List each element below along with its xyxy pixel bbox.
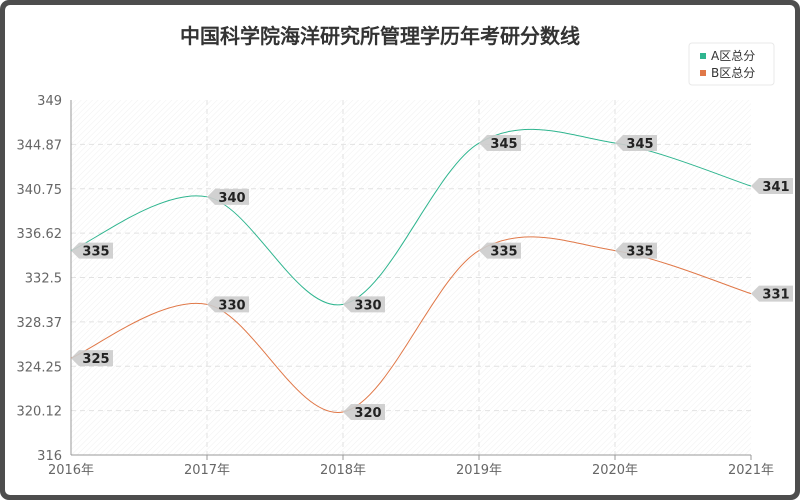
legend-label: A区总分 <box>711 49 755 63</box>
data-label-bg <box>751 178 793 195</box>
data-label-text: 340 <box>218 191 245 206</box>
data-label: 345 <box>479 135 521 152</box>
data-label: 345 <box>615 135 657 152</box>
data-label-bg <box>615 135 657 152</box>
x-tick-label: 2017年 <box>184 463 230 478</box>
data-label-text: 335 <box>82 245 109 260</box>
data-label: 341 <box>751 178 793 195</box>
x-tick-label: 2019年 <box>456 463 502 478</box>
data-label: 330 <box>207 296 249 313</box>
y-tick-label: 324.25 <box>17 360 63 375</box>
data-label: 331 <box>751 285 793 303</box>
data-label-text: 325 <box>82 352 109 367</box>
data-label-text: 345 <box>626 137 653 152</box>
data-label-bg <box>71 350 113 367</box>
data-label: 335 <box>71 242 113 260</box>
data-label-bg <box>615 242 657 259</box>
y-tick-label: 349 <box>37 94 62 109</box>
data-label-text: 335 <box>490 245 517 260</box>
data-label-bg <box>479 135 521 152</box>
legend-swatch <box>700 70 706 76</box>
data-label-bg <box>751 285 793 302</box>
data-label-bg <box>479 242 521 259</box>
data-label: 335 <box>479 242 521 260</box>
axes: 316 320.12 324.25 328.37 332.5 336.62 340.75 34… <box>17 94 775 478</box>
data-label-text: 330 <box>218 298 245 313</box>
data-label-bg <box>71 242 113 259</box>
data-label: 320 <box>343 403 385 421</box>
y-tick-label: 344.87 <box>17 138 63 153</box>
data-label-text: 335 <box>626 245 653 260</box>
x-tick-label: 2016年 <box>48 463 94 478</box>
data-label: 325 <box>71 350 113 367</box>
data-label-text: 345 <box>490 137 517 152</box>
plot-area <box>71 100 751 455</box>
data-label-text: 330 <box>354 298 381 313</box>
y-tick-label: 320.12 <box>17 405 63 420</box>
y-tick-label: 328.37 <box>17 316 63 331</box>
legend-label: B区总分 <box>711 66 755 80</box>
data-label-bg <box>343 296 385 313</box>
data-label-text: 341 <box>762 180 789 195</box>
x-tick-label: 2020年 <box>592 463 638 478</box>
y-tick-label: 332.5 <box>25 272 62 287</box>
legend: A区总分 B区总分 <box>688 42 775 86</box>
chart-title: 中国科学院海洋研究所管理学历年考研分数线 <box>180 24 580 48</box>
y-tick-label: 340.75 <box>17 183 63 198</box>
data-label-text: 320 <box>354 406 381 421</box>
y-tick-label: 336.62 <box>17 227 63 242</box>
x-tick-label: 2018年 <box>320 463 366 478</box>
data-label: 330 <box>343 296 385 313</box>
data-label: 340 <box>207 188 249 206</box>
data-label-bg <box>343 403 385 420</box>
data-label-bg <box>207 296 249 313</box>
data-label: 335 <box>615 242 657 260</box>
legend-swatch <box>700 53 706 59</box>
x-tick-label: 2021年 <box>728 463 774 478</box>
data-labels: 335 340 330 345 345 341 325 330 320 335 335 331 <box>71 135 793 421</box>
data-label-bg <box>207 188 249 205</box>
data-label-text: 331 <box>762 288 789 303</box>
y-tick-label: 316 <box>37 449 62 464</box>
legend-box <box>688 42 775 86</box>
